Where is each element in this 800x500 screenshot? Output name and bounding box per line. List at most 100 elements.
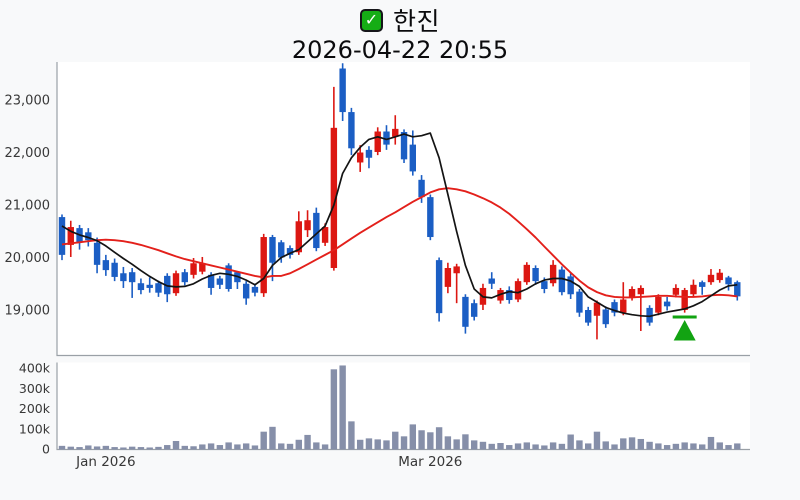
volume-bar: [225, 442, 232, 450]
volume-bar: [111, 447, 118, 450]
volume-plot-area: [57, 362, 750, 450]
candle-body: [383, 131, 390, 145]
candle-body: [620, 299, 627, 313]
candle-body: [251, 286, 259, 293]
volume-bar: [549, 442, 557, 450]
volume-bar: [611, 444, 618, 450]
volume-bar: [427, 432, 434, 450]
volume-bar: [462, 434, 469, 450]
volume-bar: [716, 442, 723, 450]
volume-bar: [620, 438, 627, 450]
volume-bar: [734, 443, 741, 450]
candle-body: [514, 281, 522, 300]
candle-body: [295, 221, 302, 253]
candle-body: [655, 296, 662, 313]
x-axis-label: Mar 2026: [398, 454, 462, 470]
volume-bar: [76, 447, 83, 450]
candle-body: [339, 68, 346, 113]
volume-bar: [164, 445, 171, 450]
candle-body: [269, 237, 276, 263]
volume-bar: [576, 440, 583, 450]
volume-bar: [374, 439, 381, 450]
candle-body: [304, 220, 311, 231]
volume-bar: [58, 445, 66, 450]
volume-bar: [681, 442, 688, 450]
volume-bar: [593, 431, 601, 450]
candle-body: [207, 274, 215, 288]
volume-tick-label: 0: [42, 442, 50, 457]
volume-bar: [497, 443, 504, 450]
checkbox-icon[interactable]: ✓: [359, 8, 383, 32]
volume-bar: [488, 443, 495, 450]
volume-bar: [321, 444, 329, 450]
candle-body: [488, 278, 495, 284]
volume-bar: [365, 438, 373, 450]
volume-bar: [216, 445, 224, 450]
candle-body: [506, 290, 513, 301]
volume-bar: [418, 430, 425, 450]
candle-body: [585, 310, 592, 323]
chart-header: ✓ 한진 2026-04-22 20:55: [0, 0, 800, 64]
volume-bar: [444, 436, 452, 450]
timestamp-subtitle: 2026-04-22 20:55: [291, 36, 509, 64]
candle-body: [58, 217, 66, 255]
candle-body: [85, 232, 92, 241]
candle-body: [716, 272, 723, 281]
candle-body: [181, 272, 188, 283]
candle-body: [190, 263, 197, 275]
candle-body: [690, 284, 697, 295]
candle-body: [155, 283, 162, 293]
candle-body: [663, 301, 671, 307]
volume-bar: [260, 431, 267, 450]
volume-bar: [532, 444, 539, 450]
candle-body: [611, 302, 618, 313]
candle-body: [356, 152, 364, 163]
candle-body: [707, 274, 715, 283]
volume-bar: [234, 444, 241, 450]
candle-body: [225, 265, 232, 289]
volume-bar: [541, 445, 548, 450]
candle-body: [541, 281, 548, 289]
candle-body: [532, 268, 539, 282]
candle-body: [348, 112, 355, 149]
volume-bar: [602, 441, 609, 450]
ma-long-line: [61, 187, 738, 299]
candle-body: [321, 227, 329, 243]
volume-bar: [190, 446, 197, 450]
candle-body: [409, 144, 416, 172]
volume-bar: [663, 445, 671, 450]
volume-bar: [435, 427, 443, 450]
candle-body: [462, 296, 469, 327]
candle-body: [93, 242, 101, 265]
candle-body: [628, 289, 636, 297]
candle-body: [593, 302, 601, 316]
ma-short-line: [61, 132, 738, 318]
volume-tick-label: 400k: [19, 361, 51, 376]
volume-bar: [102, 445, 110, 450]
candle-body: [435, 260, 443, 314]
volume-bar: [453, 439, 460, 450]
candle-body: [558, 269, 566, 293]
candle-body: [313, 212, 320, 249]
candle-body: [699, 282, 706, 287]
candle-body: [216, 278, 224, 285]
volume-bar: [628, 437, 636, 450]
candle-body: [67, 227, 74, 245]
volume-bar: [707, 436, 715, 450]
volume-bar: [85, 445, 92, 450]
price-plot-area: [57, 62, 750, 356]
volume-bar: [286, 443, 294, 450]
stock-title: 한진: [392, 7, 440, 36]
candle-body: [444, 268, 452, 287]
volume-bar: [690, 443, 697, 450]
candle-body: [172, 273, 180, 294]
price-axis-line: [56, 62, 750, 357]
candle-body: [497, 290, 504, 301]
candle-body: [260, 237, 267, 294]
candle-body: [374, 131, 381, 152]
candle-body: [242, 283, 250, 299]
volume-bar: [181, 445, 188, 450]
candle-body: [102, 260, 110, 271]
volume-bar: [523, 442, 531, 450]
